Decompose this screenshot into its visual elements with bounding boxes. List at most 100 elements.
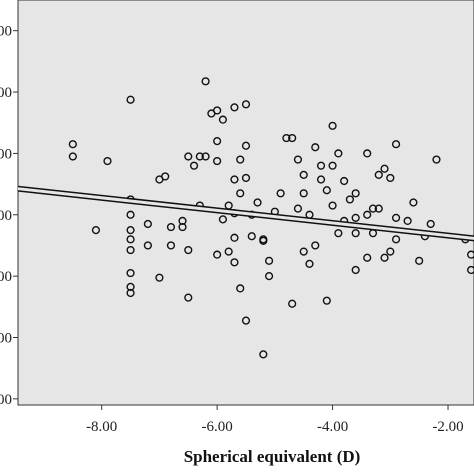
data-point	[328, 161, 337, 170]
data-point	[184, 245, 193, 255]
data-point	[386, 173, 395, 183]
data-point	[184, 152, 193, 161]
data-point	[241, 100, 251, 109]
x-axis: -8.00 -6.00 -4.00 -2.00	[18, 404, 474, 435]
data-point	[259, 236, 268, 245]
data-point	[276, 189, 285, 198]
data-point	[374, 170, 383, 179]
y-tick-label: 000	[0, 146, 12, 162]
data-point	[299, 189, 308, 198]
data-point	[126, 268, 135, 278]
data-point	[322, 296, 331, 305]
data-point	[236, 189, 245, 198]
data-point	[415, 256, 424, 265]
data-point	[126, 210, 135, 219]
data-point	[299, 247, 308, 256]
data-point	[409, 198, 418, 207]
data-point	[363, 210, 372, 219]
data-point	[213, 156, 222, 166]
y-tick-label: 000	[0, 24, 12, 40]
data-point	[340, 176, 349, 186]
data-point	[241, 141, 251, 150]
data-point	[126, 245, 135, 255]
data-point	[351, 229, 360, 238]
data-point	[236, 155, 245, 164]
data-point	[247, 232, 256, 241]
data-point	[345, 195, 354, 204]
data-point	[68, 152, 77, 161]
data-point	[368, 204, 378, 213]
data-point	[178, 216, 187, 226]
y-tick-label: 000	[0, 85, 12, 101]
data-point	[161, 172, 170, 181]
data-point	[316, 161, 326, 170]
data-point	[264, 256, 274, 265]
data-point	[351, 213, 360, 222]
data-point	[241, 173, 251, 183]
data-point	[467, 250, 474, 259]
data-point	[288, 133, 297, 143]
data-point	[224, 247, 233, 256]
data-point	[241, 316, 251, 325]
data-point	[322, 186, 331, 195]
data-point	[391, 235, 401, 244]
data-point	[189, 161, 199, 170]
data-point	[380, 253, 389, 262]
plot-area	[17, 0, 474, 406]
data-point	[299, 170, 308, 179]
data-point	[201, 152, 210, 161]
data-point	[218, 215, 228, 224]
y-tick-label: 000	[0, 208, 12, 224]
data-point	[391, 140, 401, 149]
data-point	[386, 247, 395, 256]
x-tick-label: -8.00	[86, 419, 117, 435]
data-point	[184, 293, 193, 302]
x-tick-label: -6.00	[202, 419, 233, 435]
data-point	[126, 226, 135, 235]
data-point	[213, 250, 222, 259]
fit-line	[17, 185, 474, 242]
fit-line-inner	[17, 187, 474, 240]
data-point	[351, 189, 360, 198]
y-axis: 000 000 000 000 000 000 000	[0, 0, 19, 408]
data-point	[230, 258, 239, 267]
data-point	[363, 253, 372, 262]
data-point	[68, 140, 77, 149]
data-point	[467, 265, 474, 275]
data-point	[328, 121, 337, 130]
data-point	[311, 241, 320, 250]
data-point	[334, 149, 343, 158]
data-point	[363, 149, 372, 158]
data-point	[264, 272, 274, 281]
data-point	[126, 288, 135, 298]
data-point	[143, 241, 152, 250]
data-point	[126, 235, 135, 244]
x-axis-title: Spherical equivalent (D)	[184, 447, 361, 466]
x-tick-label: -2.00	[432, 419, 463, 435]
data-point	[432, 155, 441, 164]
data-point	[259, 350, 268, 359]
data-point	[288, 299, 297, 308]
data-point	[282, 133, 291, 143]
data-point	[351, 265, 360, 275]
data-point	[103, 156, 112, 166]
data-point	[91, 226, 101, 235]
data-point	[213, 137, 222, 146]
data-point	[293, 204, 303, 213]
data-point	[230, 175, 239, 184]
data-point	[143, 219, 152, 229]
data-point	[253, 198, 262, 207]
data-point	[126, 95, 135, 104]
data-point	[166, 222, 176, 232]
y-tick-label: 000	[0, 392, 12, 408]
y-tick-label: 000	[0, 269, 12, 285]
data-point	[236, 284, 245, 293]
data-point	[311, 143, 320, 152]
x-tick-label: -4.00	[317, 419, 348, 435]
data-point	[305, 259, 314, 268]
data-point	[195, 152, 204, 161]
data-point	[293, 155, 303, 164]
data-point	[391, 213, 401, 222]
data-point	[155, 273, 164, 282]
